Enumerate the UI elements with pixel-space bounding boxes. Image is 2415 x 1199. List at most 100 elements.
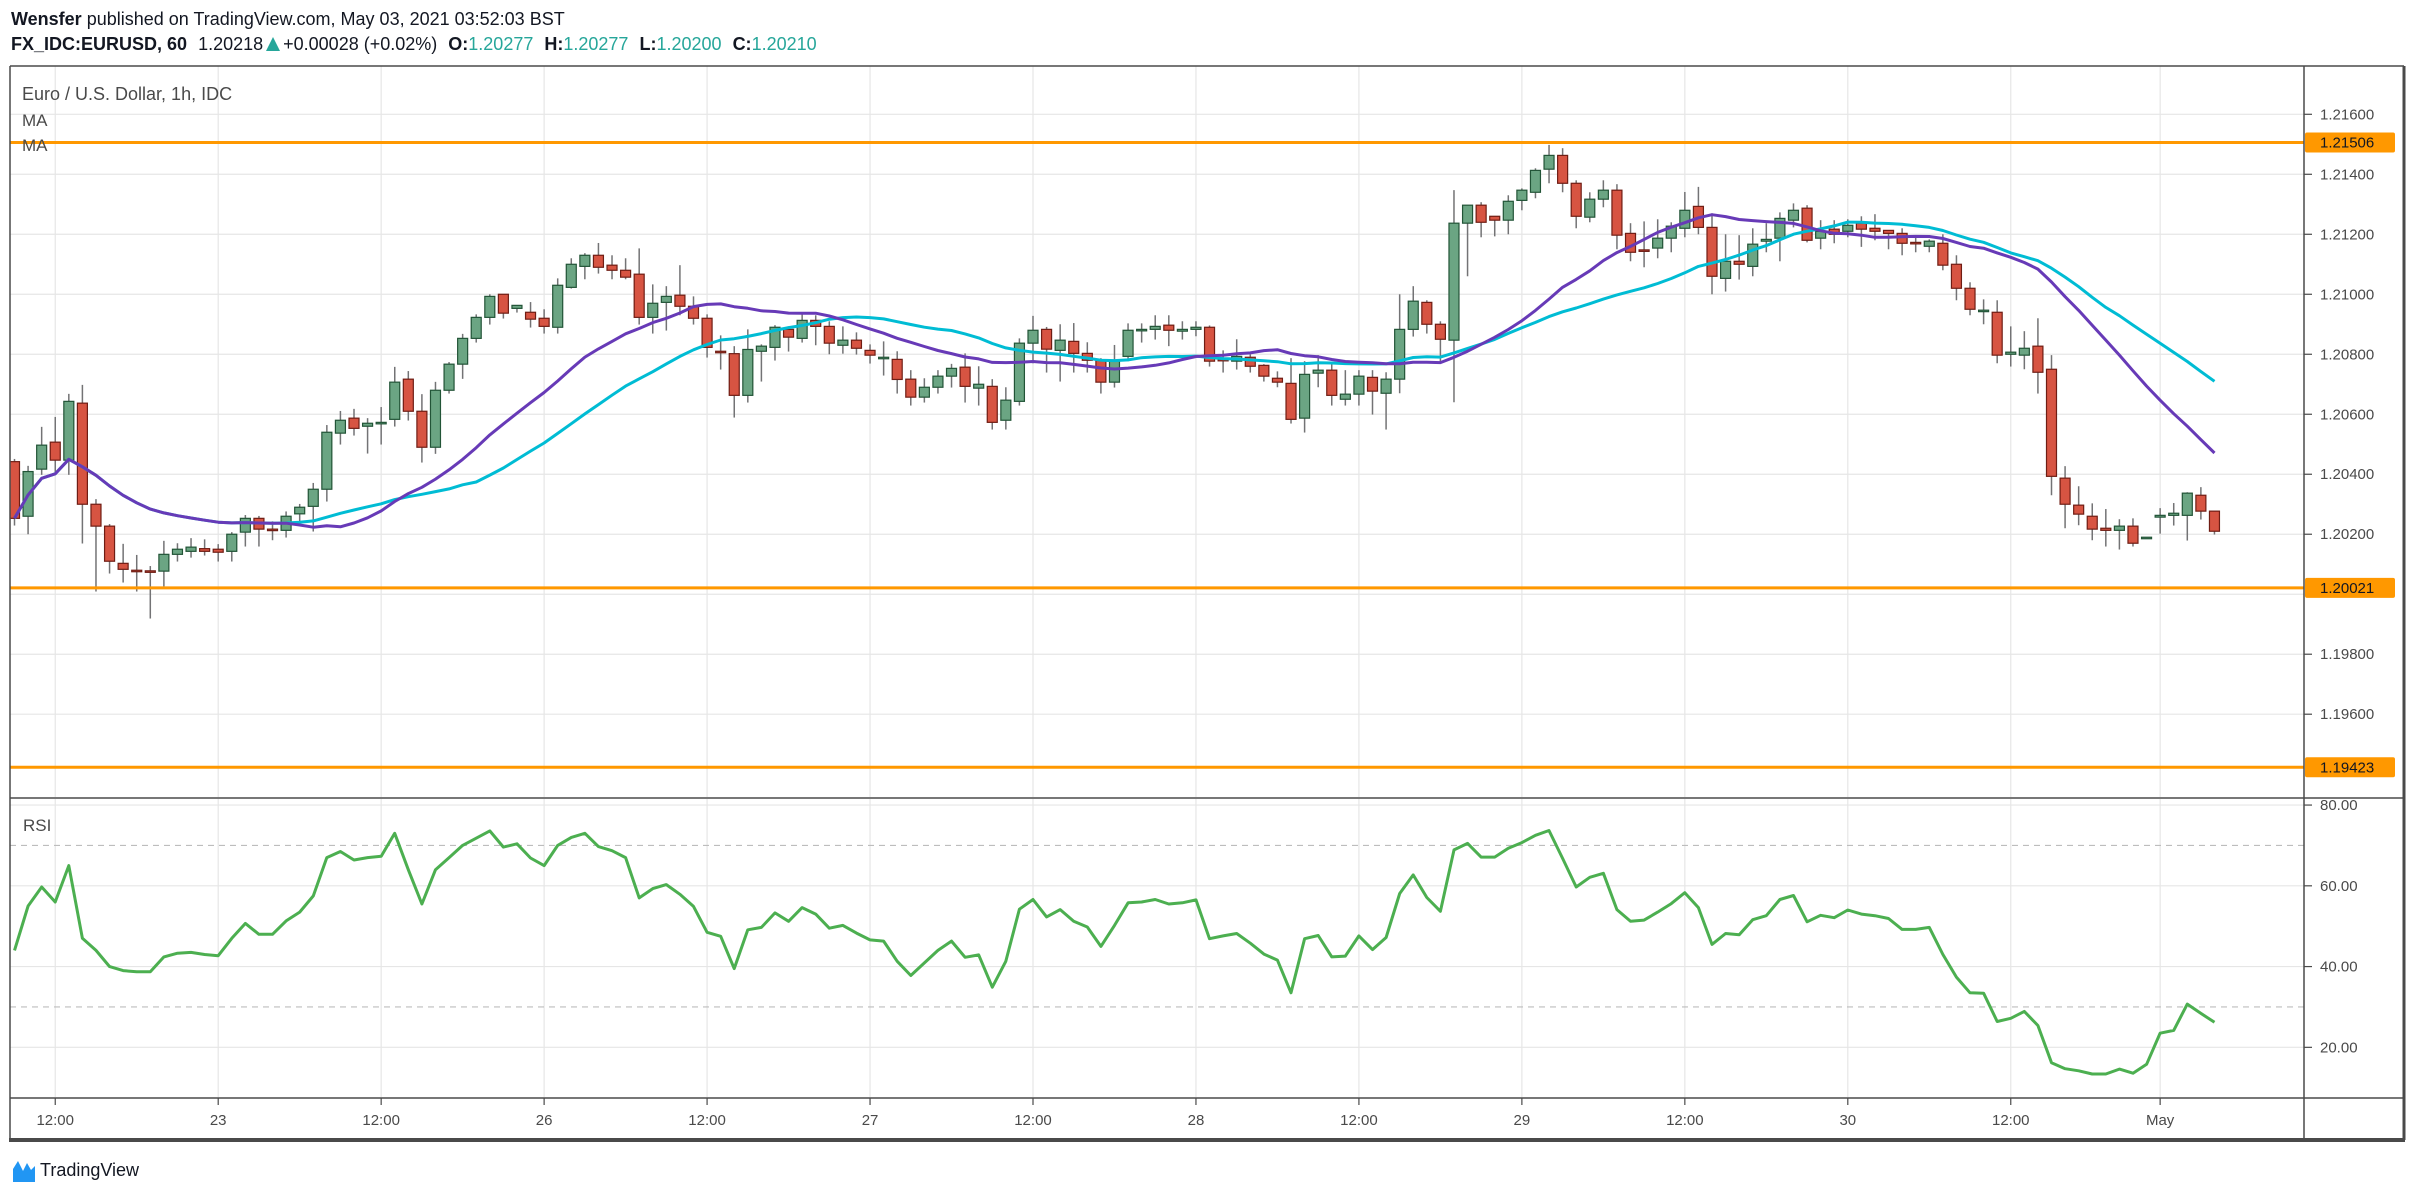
time-tick-label: 12:00 (688, 1112, 726, 1129)
candle-body (361, 422, 374, 427)
candle-body (891, 358, 903, 381)
candle-body (552, 284, 564, 328)
candle-body (742, 348, 754, 396)
candle-body (1611, 189, 1623, 236)
candle-body (429, 389, 442, 448)
candle-up (918, 378, 930, 403)
candle-up (1136, 323, 1148, 343)
level-price-badge (2305, 577, 2395, 598)
candle-body (1421, 301, 1433, 325)
candle-up (1977, 299, 1990, 325)
candle-body (511, 304, 523, 309)
price-tick-label: 1.20400 (2320, 466, 2374, 483)
candle-down (2208, 510, 2221, 535)
candle-body (226, 533, 238, 552)
candle-down (144, 566, 156, 619)
candle-up (375, 407, 387, 445)
candle-body (1380, 378, 1392, 394)
candle-down (782, 326, 795, 352)
candle-up (158, 540, 170, 587)
candle-body (2127, 525, 2139, 544)
candle-body (470, 316, 482, 339)
candle-body (294, 506, 306, 515)
candle-body (1448, 222, 1460, 341)
level-price-badge (2305, 132, 2395, 153)
candle-body (986, 385, 998, 423)
candle-down (1326, 363, 1338, 406)
grid (10, 66, 2304, 1097)
candle-body (1271, 377, 1284, 383)
candle-body (158, 553, 170, 572)
open-value: 1.20277 (468, 34, 534, 54)
candle-down (2073, 486, 2085, 526)
candle-body (1054, 339, 1066, 351)
candle-down (1910, 237, 1922, 253)
footer-branding: TradingView (12, 1157, 139, 1183)
candle-body (90, 503, 102, 527)
candle-down (810, 315, 822, 346)
candle-body (1502, 200, 1514, 221)
candle-body (10, 461, 21, 519)
candle-up (2113, 519, 2125, 550)
price-axis[interactable]: 1.21600 1.21400 1.21200 1.21000 1.20800 1.206… (2304, 106, 2395, 778)
candle-body (1991, 311, 2003, 356)
symbol-name: FX_IDC:EURUSD, 60 (11, 34, 188, 54)
candle-down (402, 371, 414, 421)
candle-body (1475, 204, 1487, 223)
candle-up (742, 329, 754, 403)
candle-up (2005, 326, 2017, 367)
low-label: L: (639, 34, 657, 54)
legend-ma-slow[interactable]: MA (22, 136, 48, 155)
candle-down (1638, 221, 1650, 268)
candle-up (1176, 321, 1188, 340)
candle-down (1244, 354, 1256, 373)
time-axis[interactable]: 12:00 23 12:00 26 12:00 27 12:00 28 12:00 29 12:00… (36, 1098, 2175, 1129)
candle-body (1108, 359, 1121, 383)
candle-up (579, 253, 591, 280)
rsi-pane-label[interactable]: RSI (23, 816, 52, 835)
candle-body (1910, 241, 1922, 245)
candle-down (1570, 180, 1582, 229)
candle-body (1244, 356, 1256, 367)
candle-up (660, 286, 672, 331)
candles (10, 144, 2221, 619)
candle-down (1366, 370, 1379, 415)
candle-body (76, 402, 89, 505)
candle-down (891, 351, 903, 394)
candle-body (1027, 329, 1039, 344)
candle-body (131, 569, 143, 573)
open-label: O: (448, 34, 469, 54)
price-tick-label: 1.21200 (2320, 226, 2374, 243)
candle-body (2018, 347, 2030, 356)
legend-ma-fast[interactable]: MA (22, 111, 48, 130)
candle-down (1896, 228, 1908, 256)
candle-body (850, 339, 863, 349)
candle-up (796, 313, 808, 343)
price-tick-label: 1.19600 (2320, 706, 2374, 723)
candle-down (959, 353, 971, 403)
candle-up (1149, 315, 1161, 340)
candle-body (2208, 510, 2221, 532)
candle-body (1855, 222, 1867, 230)
price-tick-label: 1.21000 (2320, 286, 2374, 303)
author-name[interactable]: Wensfer (11, 9, 82, 29)
rsi-axis[interactable]: 80.00 60.00 40.00 20.00 (2304, 797, 2358, 1056)
candle-body (728, 353, 740, 396)
candle-down (986, 379, 998, 430)
candle-down (524, 302, 537, 328)
candle-body (1407, 300, 1419, 330)
candle-body (416, 410, 428, 448)
candle-up (1000, 387, 1012, 430)
candle-body (1747, 243, 1759, 267)
candle-body (959, 366, 971, 387)
candle-down (1692, 186, 1705, 235)
candle-body (1679, 209, 1691, 229)
candle-body (1570, 182, 1582, 217)
candle-body (49, 441, 61, 461)
candle-body (199, 548, 211, 552)
tradingview-logo-icon (13, 1161, 35, 1182)
time-tick-label: 12:00 (1340, 1112, 1378, 1129)
high-value: 1.20277 (563, 34, 629, 54)
ma-fast-line (13, 213, 2216, 529)
